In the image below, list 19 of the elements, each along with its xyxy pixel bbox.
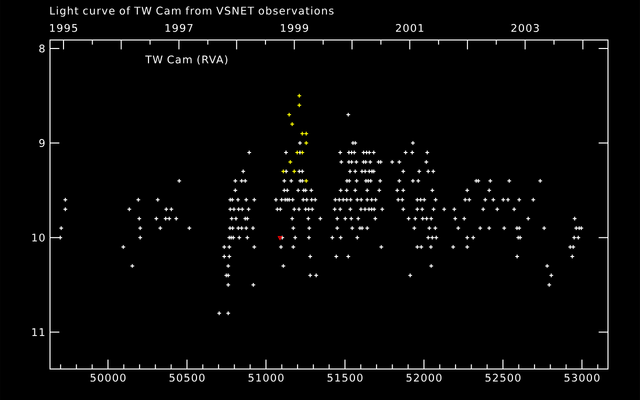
annotation: TW Cam (RVA) — [145, 55, 228, 65]
y-tick-label: 8 — [39, 44, 45, 52]
y-tick-label: 9 — [39, 139, 45, 148]
x2-tick-label: 1995 — [50, 24, 78, 32]
x-tick-label: 51000 — [248, 374, 284, 382]
x-tick-label: 52500 — [486, 374, 520, 382]
x2-tick-label: 2001 — [396, 24, 424, 32]
x2-tick-label: 1999 — [280, 24, 308, 32]
chart-title: Light curve of TW Cam from VSNET observations — [50, 6, 334, 17]
x2-tick-label: 1997 — [166, 24, 193, 32]
point — [278, 236, 282, 240]
x-tick-label: 50500 — [170, 374, 204, 382]
y-tick-label: 11 — [32, 328, 44, 336]
y-tick-label: 10 — [32, 234, 45, 242]
x-tick-label: 51500 — [328, 374, 362, 382]
x-tick-label: 50000 — [90, 374, 126, 382]
x-tick-label: 52000 — [406, 374, 442, 382]
x-tick-label: 53000 — [564, 374, 600, 382]
x2-tick-label: 2003 — [511, 24, 539, 32]
